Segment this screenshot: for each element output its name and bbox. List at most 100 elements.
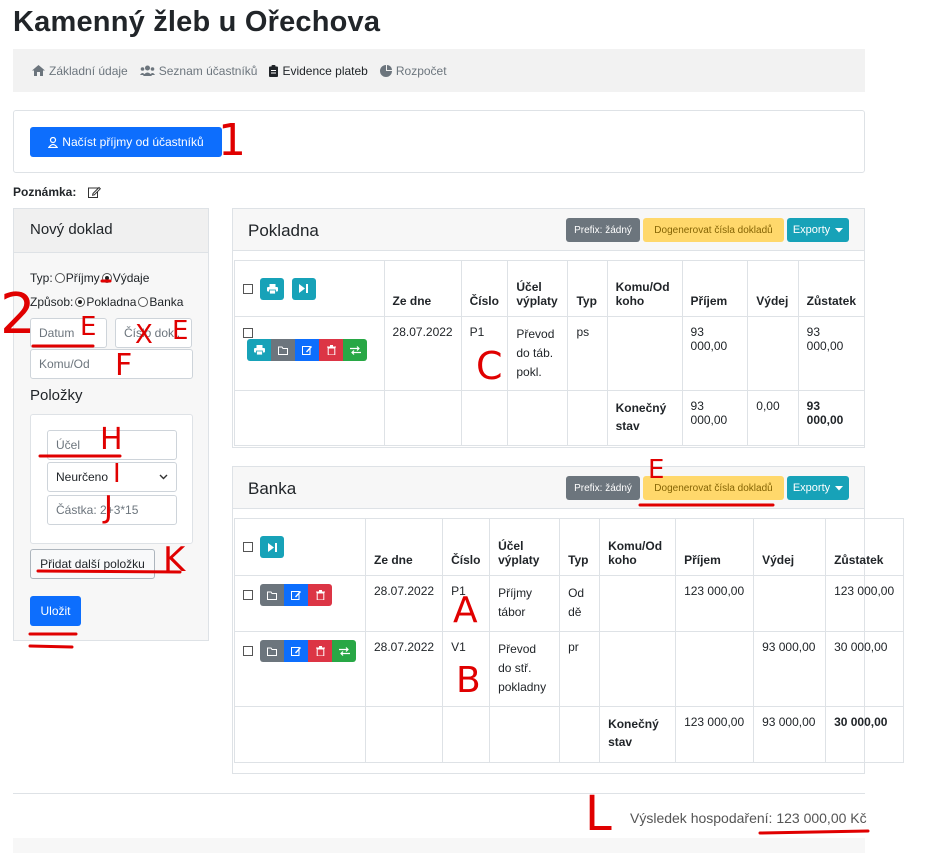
caret-down-icon xyxy=(835,227,844,232)
edit-button[interactable] xyxy=(295,339,319,361)
delete-button[interactable] xyxy=(319,339,343,361)
edit-icon xyxy=(291,591,302,600)
method-row: Způsob: Pokladna Banka xyxy=(30,295,184,309)
skip-forward-icon xyxy=(299,284,309,293)
annotation-i: I xyxy=(113,459,121,489)
edit-button[interactable] xyxy=(284,640,309,662)
exchange-icon xyxy=(349,345,361,355)
note-row: Poznámka: xyxy=(13,185,102,199)
table-header: Ze dne Číslo Účel výplaty Typ Komu/Od ko… xyxy=(234,260,866,317)
annotation-j: J xyxy=(104,490,113,525)
footer-bar xyxy=(13,838,865,853)
pie-chart-icon xyxy=(379,64,392,77)
number-input[interactable]: Číslo dokl. xyxy=(115,318,192,348)
add-item-button[interactable]: Přidat další položku xyxy=(30,549,155,579)
bank-export-button[interactable]: Exporty xyxy=(787,476,849,500)
save-button[interactable]: Uložit xyxy=(30,596,81,626)
row-checkbox[interactable] xyxy=(243,327,253,338)
bank-prefix-button[interactable]: Prefix: žádný xyxy=(566,476,640,500)
category-select[interactable]: Neurčeno xyxy=(47,462,177,492)
to-input[interactable]: Komu/Od xyxy=(30,349,193,379)
open-button[interactable] xyxy=(271,339,295,361)
annotation-b: B xyxy=(456,660,481,701)
tab-budget[interactable]: Rozpočet xyxy=(379,64,447,78)
type-row: Typ: Příjmy Výdaje xyxy=(30,271,150,285)
annotation-x: X xyxy=(135,320,153,350)
cash-export-button[interactable]: Exporty xyxy=(787,218,849,242)
annotation-f: F xyxy=(115,348,133,383)
items-title: Položky xyxy=(30,387,83,404)
tab-payments[interactable]: Evidence plateb xyxy=(269,64,368,78)
result-text: Výsledek hospodaření: 123 000,00 Kč xyxy=(630,810,867,826)
new-document-title: Nový doklad xyxy=(14,209,208,253)
transfer-button[interactable] xyxy=(343,339,367,361)
load-income-button[interactable]: Načíst příjmy od účastníků xyxy=(30,127,222,157)
skip-button[interactable] xyxy=(260,536,285,558)
trash-icon xyxy=(326,345,336,355)
bank-generate-button[interactable]: Dogenerovat čísla dokladů xyxy=(643,476,784,500)
table-row: 28.07.2022 P1 Převod do táb. pokl. ps 93… xyxy=(234,316,866,391)
items-box: Účel Neurčeno Částka: 2+3*15 xyxy=(30,414,193,544)
select-all-checkbox[interactable] xyxy=(243,283,253,294)
edit-icon xyxy=(291,647,302,656)
open-button[interactable] xyxy=(260,640,285,662)
table-total-row: Konečný stav 93 000,00 0,00 93 000,00 xyxy=(234,390,866,446)
row-checkbox[interactable] xyxy=(243,646,253,656)
annotation-k: K xyxy=(163,540,186,580)
edit-icon xyxy=(302,346,312,355)
bank-table: Ze dne Číslo Účel výplaty Typ Komu/Od ko… xyxy=(234,518,904,763)
delete-button[interactable] xyxy=(308,640,333,662)
print-button[interactable] xyxy=(260,277,285,300)
annotation-e3: E xyxy=(648,455,665,485)
table-row: 28.07.2022 P1 Příjmy tábor Od dě 123 000… xyxy=(234,575,904,632)
skip-button[interactable] xyxy=(291,277,316,300)
method-bank-radio[interactable] xyxy=(138,297,149,307)
amount-input[interactable]: Částka: 2+3*15 xyxy=(47,495,177,525)
edit-button[interactable] xyxy=(284,584,309,606)
print-button[interactable] xyxy=(247,339,271,361)
annotation-e2: E xyxy=(172,316,189,346)
type-income-radio[interactable] xyxy=(54,273,65,283)
type-expense-radio[interactable] xyxy=(101,273,112,283)
table-total-row: Konečný stav 123 000,00 93 000,00 30 000… xyxy=(234,706,904,763)
annotation-c: C xyxy=(476,344,503,388)
annotation-h: H xyxy=(100,422,123,457)
select-all-checkbox[interactable] xyxy=(243,542,253,552)
caret-down-icon xyxy=(835,485,844,490)
user-icon xyxy=(48,136,59,148)
home-icon xyxy=(32,65,45,76)
annotation-a: A xyxy=(453,590,478,631)
annotation-2: 2 xyxy=(0,282,36,347)
cash-panel: Pokladna Prefix: žádný Dogenerovat čísla… xyxy=(232,208,866,448)
method-cash-radio[interactable] xyxy=(75,297,86,307)
open-button[interactable] xyxy=(260,584,285,606)
row-checkbox[interactable] xyxy=(243,590,253,600)
bank-panel: Banka Prefix: žádný Dogenerovat čísla do… xyxy=(232,466,904,774)
exchange-icon xyxy=(338,646,350,656)
print-icon xyxy=(253,345,265,355)
transfer-button[interactable] xyxy=(332,640,357,662)
table-row: 28.07.2022 V1 Převod do stř. pokladny pr… xyxy=(234,631,904,707)
folder-open-icon xyxy=(266,591,277,600)
delete-button[interactable] xyxy=(308,584,333,606)
date-input[interactable]: Datum xyxy=(30,318,107,348)
folder-open-icon xyxy=(266,647,277,656)
users-icon xyxy=(139,65,155,76)
folder-open-icon xyxy=(277,346,288,355)
skip-forward-icon xyxy=(267,542,277,552)
chevron-down-icon xyxy=(159,474,168,480)
clipboard-icon xyxy=(269,64,279,77)
tab-navigation: Základní údaje Seznam účastníků Evidence… xyxy=(13,49,865,92)
note-label: Poznámka: xyxy=(13,185,77,199)
print-icon xyxy=(266,283,278,294)
annotation-1: 1 xyxy=(218,115,246,166)
trash-icon xyxy=(315,590,325,600)
tab-participants[interactable]: Seznam účastníků xyxy=(139,64,257,78)
annotation-e: E xyxy=(80,312,97,342)
footer-divider xyxy=(13,793,865,794)
cash-prefix-button[interactable]: Prefix: žádný xyxy=(566,218,640,242)
edit-icon[interactable] xyxy=(88,186,102,198)
table-header: Ze dne Číslo Účel výplaty Typ Komu/Od ko… xyxy=(234,518,904,576)
tab-basic-info[interactable]: Základní údaje xyxy=(32,64,128,78)
cash-generate-button[interactable]: Dogenerovat čísla dokladů xyxy=(643,218,784,242)
